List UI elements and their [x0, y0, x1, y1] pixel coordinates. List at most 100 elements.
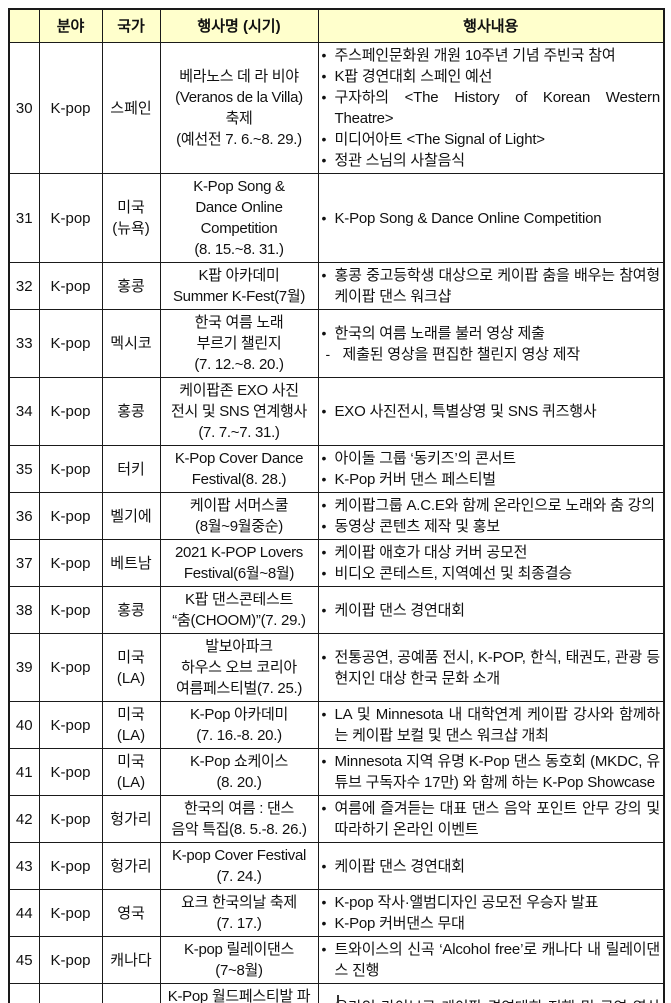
event-name-cell: 2021 K-POP Lovers Festival(6월~8월): [159, 539, 319, 587]
bullet-marker: •: [321, 941, 327, 957]
bullet-marker: •: [321, 47, 327, 63]
event-content-item: • 구자하의 <The History of Korean Western The…: [322, 87, 661, 129]
event-content-cell: • 케이팝 댄스 경연대회: [317, 586, 665, 634]
event-content-item: • Minnesota 지역 유명 K-Pop 댄스 동호회 (MKDC, 유튜브…: [322, 751, 661, 793]
country-cell: 영국: [101, 889, 161, 937]
event-content-item: • K-pop 작사·앨범디자인 공모전 우승자 발표: [322, 892, 661, 913]
field-cell: K-pop: [38, 262, 103, 310]
event-content-text: K팝 경연대회 스페인 예선: [334, 68, 493, 85]
field-cell: K-pop: [38, 701, 103, 749]
event-content-item: • K-Pop Song & Dance Online Competition: [322, 208, 661, 229]
country-cell: 미국 (LA): [101, 633, 161, 702]
event-content-item: • 전통공연, 공예품 전시, K-POP, 한식, 태권도, 관광 등 현지인 …: [322, 647, 661, 689]
event-content-list: •온라인 라이브로 케이팝 경연대회 진행 및 공연 영상 배포: [322, 997, 661, 1003]
event-content-text: K-Pop 커버 댄스 페스티벌: [334, 471, 497, 488]
table-row: 32 K-pop 홍콩 K팝 아카데미 Summer K-Fest(7월) • 홍…: [8, 262, 665, 310]
event-content-cell: • 주스페인문화원 개원 10주년 기념 주빈국 참여 • K팝 경연대회 스페인 예…: [317, 42, 665, 174]
event-content-list: • 주스페인문화원 개원 10주년 기념 주빈국 참여 • K팝 경연대회 스페인 예…: [322, 45, 661, 171]
event-content-cell: • 케이팝그룹 A.C.E와 함께 온라인으로 노래와 춤 강의 • 동영상 콘텐츠 …: [317, 492, 665, 540]
event-content-list: • K-Pop Song & Dance Online Competition: [322, 208, 661, 229]
field-cell: K-pop: [38, 936, 103, 984]
field-cell: K-pop: [38, 633, 103, 702]
event-content-text: 미디어아트 <The Signal of Light>: [334, 131, 546, 148]
event-content-item: • LA 및 Minnesota 내 대학연계 케이팝 강사와 함께하는 케이팝 …: [322, 704, 661, 746]
event-content-text: K-pop 작사·앨범디자인 공모전 우승자 발표: [334, 894, 599, 911]
event-content-list: • 홍콩 중고등학생 대상으로 케이팝 춤을 배우는 참여형 케이팝 댄스 워크샵: [322, 265, 661, 307]
event-content-list: • 케이팝 댄스 경연대회: [322, 600, 661, 621]
event-content-cell: • 전통공연, 공예품 전시, K-POP, 한식, 태권도, 관광 등 현지인 …: [317, 633, 665, 702]
bullet-marker: •: [321, 152, 327, 168]
event-name-cell: K-Pop 쇼케이스 (8. 20.): [159, 748, 319, 796]
event-content-text: 주스페인문화원 개원 10주년 기념 주빈국 참여: [334, 47, 616, 64]
event-content-text: K-Pop 커버댄스 무대: [334, 915, 465, 932]
table-row: 43 K-pop 헝가리 K-pop Cover Festival (7. 24…: [8, 842, 665, 890]
event-content-cell: • 한국의 여름 노래를 불러 영상 제출 - 제출된 영상을 편집한 챌린지 영상 …: [317, 309, 665, 378]
event-content-item: • 케이팝 댄스 경연대회: [322, 856, 661, 877]
table-header-row: 분야 국가 행사명 (시기) 행사내용: [8, 8, 665, 43]
field-cell: K-pop: [38, 983, 103, 1003]
event-content-list: • EXO 사진전시, 특별상영 및 SNS 퀴즈행사: [322, 401, 661, 422]
table-row: 31 K-pop 미국 (뉴욕) K-Pop Song & Dance Onli…: [8, 173, 665, 263]
event-content-item: • 동영상 콘텐츠 제작 및 홍보: [322, 516, 661, 537]
field-cell: K-pop: [38, 173, 103, 263]
event-content-text: 동영상 콘텐츠 제작 및 홍보: [334, 518, 501, 535]
event-content-list: • 케이팝 애호가 대상 커버 공모전 • 비디오 콘테스트, 지역예선 및 최종결승: [322, 542, 661, 584]
event-content-text: 케이팝그룹 A.C.E와 함께 온라인으로 노래와 춤 강의: [334, 497, 656, 514]
table-row: 33 K-pop 멕시코 한국 여름 노래 부르기 챌린지 (7. 12.~8.…: [8, 309, 665, 378]
event-name-cell: 발보아파크 하우스 오브 코리아 여름페스티벌(7. 25.): [159, 633, 319, 702]
table-row: 36 K-pop 벨기에 케이팝 서머스쿨 (8월~9월중순) • 케이팝그룹 A…: [8, 492, 665, 540]
event-content-text: 케이팝 댄스 경연대회: [334, 857, 466, 875]
table-row: 44 K-pop 영국 요크 한국의날 축제 (7. 17.) • K-pop 작…: [8, 889, 665, 937]
event-content-text: 여름에 즐겨듣는 대표 댄스 음악 포인트 안무 강의 및 따라하기 온라인 이…: [334, 800, 661, 838]
row-number: 36: [8, 492, 40, 540]
header-event-content: 행사내용: [317, 8, 665, 43]
event-content-list: • 아이돌 그룹 ‘동키즈’의 콘서트 • K-Pop 커버 댄스 페스티벌: [322, 448, 661, 490]
row-number: 33: [8, 309, 40, 378]
event-content-text: 구자하의 <The History of Korean Western Thea…: [334, 89, 661, 127]
bullet-marker: •: [321, 800, 327, 816]
row-number: 42: [8, 795, 40, 843]
country-cell: 미국 (LA): [101, 748, 161, 796]
event-content-cell: • 아이돌 그룹 ‘동키즈’의 콘서트 • K-Pop 커버 댄스 페스티벌: [317, 445, 665, 493]
event-content-item: •온라인 라이브로 케이팝 경연대회 진행 및 공연 영상 배포: [322, 997, 661, 1003]
bullet-marker: •: [321, 471, 327, 487]
event-content-list: • Minnesota 지역 유명 K-Pop 댄스 동호회 (MKDC, 유튜브…: [322, 751, 661, 793]
event-name-cell: K팝 댄스콘테스트 “춤(CHOOM)”(7. 29.): [159, 586, 319, 634]
event-content-list: • 한국의 여름 노래를 불러 영상 제출 - 제출된 영상을 편집한 챌린지 영상 …: [322, 323, 661, 365]
event-content-item: • K-Pop 커버댄스 무대: [322, 913, 661, 934]
event-content-item: • 미디어아트 <The Signal of Light>: [322, 129, 661, 150]
event-content-text: EXO 사진전시, 특별상영 및 SNS 퀴즈행사: [334, 403, 597, 420]
event-name-cell: K-Pop 월드페스티발 파리 다시보기 (7. 3.~): [159, 983, 319, 1003]
table-row: 38 K-pop 홍콩 K팝 댄스콘테스트 “춤(CHOOM)”(7. 29.)…: [8, 586, 665, 634]
country-cell: 캐나다: [101, 936, 161, 984]
event-content-text: 정관 스님의 사찰음식: [334, 152, 466, 169]
event-name-cell: K팝 아카데미 Summer K-Fest(7월): [159, 262, 319, 310]
bullet-marker: •: [321, 131, 327, 147]
event-content-item: • 주스페인문화원 개원 10주년 기념 주빈국 참여: [322, 45, 661, 66]
bullet-marker: •: [322, 997, 335, 1003]
event-content-text: 제출된 영상을 편집한 챌린지 영상 제작: [342, 345, 581, 363]
table-row: 30 K-pop 스페인 베라노스 데 라 비야 (Veranos de la …: [8, 42, 665, 174]
event-content-item: • 홍콩 중고등학생 대상으로 케이팝 춤을 배우는 참여형 케이팝 댄스 워크샵: [322, 265, 661, 307]
event-content-cell: • 케이팝 애호가 대상 커버 공모전 • 비디오 콘테스트, 지역예선 및 최종결승: [317, 539, 665, 587]
event-content-cell: • EXO 사진전시, 특별상영 및 SNS 퀴즈행사: [317, 377, 665, 446]
bullet-marker: •: [321, 565, 327, 581]
event-content-list: • 전통공연, 공예품 전시, K-POP, 한식, 태권도, 관광 등 현지인 …: [322, 647, 661, 689]
event-name-cell: K-pop Cover Festival (7. 24.): [159, 842, 319, 890]
bullet-marker: •: [321, 68, 327, 84]
event-content-list: • 케이팝 댄스 경연대회: [322, 856, 661, 877]
field-cell: K-pop: [38, 492, 103, 540]
bullet-marker: •: [321, 857, 327, 874]
field-cell: K-pop: [38, 889, 103, 937]
event-content-list: • LA 및 Minnesota 내 대학연계 케이팝 강사와 함께하는 케이팝 …: [322, 704, 661, 746]
bullet-marker: •: [321, 209, 327, 226]
event-content-text: 온라인 라이브로 케이팝 경연대회 진행 및 공연 영상 배포: [335, 997, 661, 1003]
event-content-item: • 케이팝그룹 A.C.E와 함께 온라인으로 노래와 춤 강의: [322, 495, 661, 516]
bullet-marker: •: [321, 403, 327, 419]
event-content-item: • 비디오 콘테스트, 지역예선 및 최종결승: [322, 563, 661, 584]
table-row: 40 K-pop 미국 (LA) K-Pop 아카데미 (7. 16.-8. 2…: [8, 701, 665, 749]
bullet-marker: •: [321, 450, 327, 466]
table-row: 35 K-pop 터키 K-Pop Cover Dance Festival(8…: [8, 445, 665, 493]
header-no: [8, 8, 40, 43]
